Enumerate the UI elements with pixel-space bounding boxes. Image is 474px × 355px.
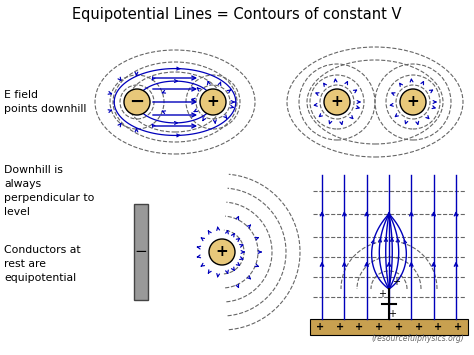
Text: +: + [378, 289, 386, 299]
Circle shape [209, 239, 235, 265]
Bar [310, 319, 468, 335]
Bar [134, 204, 148, 300]
Text: +: + [356, 322, 364, 332]
Circle shape [400, 89, 426, 115]
Circle shape [124, 89, 150, 115]
Text: +: + [388, 309, 396, 319]
Text: +: + [392, 277, 400, 287]
Text: Conductors at
rest are
equipotential: Conductors at rest are equipotential [4, 245, 81, 283]
Text: +: + [407, 94, 419, 109]
Text: −: − [129, 93, 145, 111]
Text: +: + [336, 322, 344, 332]
Text: +: + [375, 322, 383, 332]
Text: E field
points downhill: E field points downhill [4, 90, 86, 114]
Text: +: + [434, 322, 442, 332]
Text: Equipotential Lines = Contours of constant V: Equipotential Lines = Contours of consta… [72, 7, 402, 22]
Text: +: + [395, 322, 403, 332]
Text: +: + [216, 245, 228, 260]
Circle shape [324, 89, 350, 115]
Text: +: + [454, 322, 462, 332]
Text: −: − [135, 245, 147, 260]
Text: Downhill is
always
perpendicular to
level: Downhill is always perpendicular to leve… [4, 165, 94, 217]
Text: +: + [207, 94, 219, 109]
Text: (resourcefulphysics.org): (resourcefulphysics.org) [371, 334, 464, 343]
Text: +: + [414, 322, 423, 332]
Circle shape [200, 89, 226, 115]
Text: +: + [316, 322, 324, 332]
Text: +: + [331, 94, 343, 109]
